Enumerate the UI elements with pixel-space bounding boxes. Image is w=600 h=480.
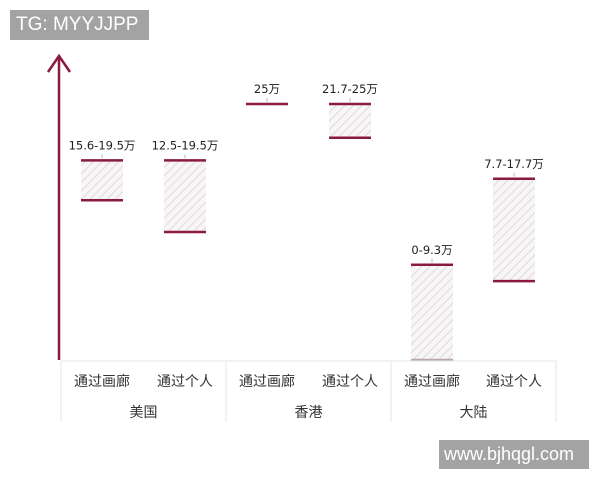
range-bar: 21.7-25万 xyxy=(322,82,378,140)
range-bar: 25万 xyxy=(246,82,288,106)
range-bar: 0-9.3万 xyxy=(411,243,453,362)
x-tick-label: 通过个人 xyxy=(157,374,213,390)
watermark-top-left: TG: MYYJJPP xyxy=(10,10,149,40)
x-tick-label: 通过个人 xyxy=(322,374,378,390)
data-label: 15.6-19.5万 xyxy=(69,138,136,152)
range-bar: 15.6-19.5万 xyxy=(69,138,136,202)
group-label: 香港 xyxy=(295,405,323,421)
range-bar-fill xyxy=(493,178,535,282)
y-axis-arrow xyxy=(46,53,72,360)
x-tick-label: 通过画廊 xyxy=(404,373,460,390)
group-label: 大陆 xyxy=(460,405,488,421)
range-bar-fill xyxy=(329,104,371,138)
group-label: 美国 xyxy=(130,405,158,421)
x-tick-label: 通过画廊 xyxy=(239,373,295,390)
data-label: 7.7-17.7万 xyxy=(484,157,544,171)
range-bar: 7.7-17.7万 xyxy=(484,157,544,283)
range-bar-fill xyxy=(164,160,206,232)
range-bar: 12.5-19.5万 xyxy=(152,138,219,234)
data-label: 25万 xyxy=(254,82,280,96)
y-axis-arrowhead xyxy=(46,53,72,73)
x-tick-label: 通过个人 xyxy=(486,374,542,390)
data-label: 0-9.3万 xyxy=(411,243,452,257)
data-label: 21.7-25万 xyxy=(322,82,378,96)
data-label: 12.5-19.5万 xyxy=(152,138,219,152)
range-bar-fill xyxy=(81,160,123,201)
watermark-bottom-right: www.bjhqgl.com xyxy=(439,440,589,469)
x-tick-label: 通过画廊 xyxy=(74,373,130,390)
range-bar-fill xyxy=(411,264,453,360)
